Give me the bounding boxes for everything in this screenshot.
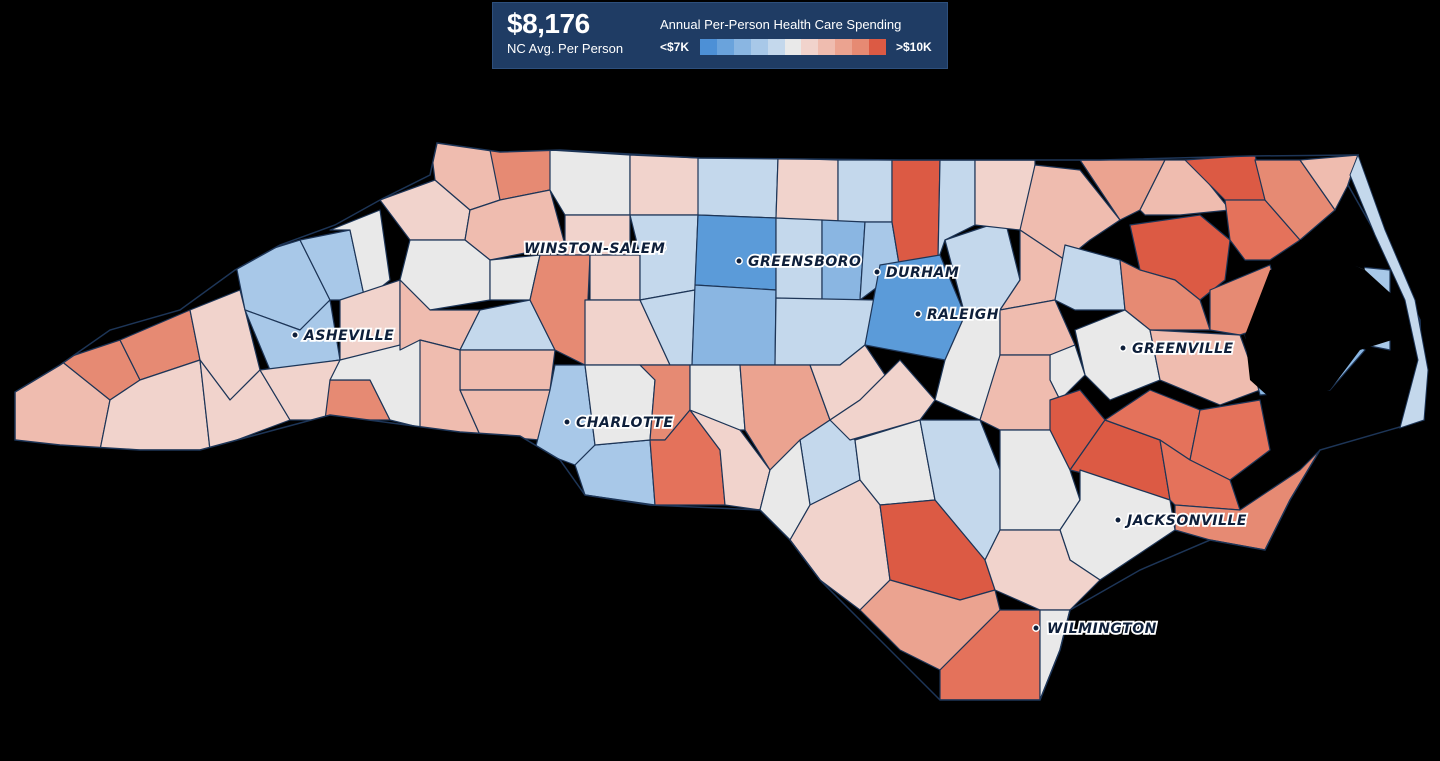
city-dot [1119, 344, 1127, 352]
city-dot [873, 268, 881, 276]
county [691, 284, 777, 366]
county [697, 157, 779, 219]
city-marker: CHARLOTTE [563, 413, 675, 433]
albemarle-sound [1290, 238, 1365, 270]
outer-banks [1349, 153, 1429, 429]
city-label: RALEIGH [927, 307, 999, 323]
county [984, 529, 1101, 611]
city-label: GREENVILLE [1132, 341, 1234, 357]
state-average-label: NC Avg. Per Person [507, 41, 624, 56]
city-marker: DURHAM [873, 263, 961, 283]
city-label: WILMINGTON [1047, 621, 1157, 637]
city-label: JACKSONVILLE [1124, 513, 1247, 529]
county [775, 157, 839, 223]
city-marker: RALEIGH [914, 305, 1000, 325]
city-marker: JACKSONVILLE [1114, 511, 1248, 531]
city-label: ASHEVILLE [303, 328, 394, 344]
county [694, 214, 777, 291]
county [999, 299, 1076, 356]
county [859, 579, 1001, 671]
city-label: DURHAM [886, 265, 959, 281]
county [1059, 469, 1176, 581]
city-marker: WILMINGTON [1032, 619, 1158, 639]
county-shapes [15, 143, 1391, 700]
legend-swatch [818, 39, 836, 55]
county [459, 349, 556, 391]
legend-swatch [767, 39, 785, 55]
county [829, 359, 936, 441]
legend-swatch [784, 39, 802, 55]
city-marker: GREENVILLE [1119, 339, 1235, 359]
legend-title: Annual Per-Person Health Care Spending [660, 17, 902, 32]
county [1254, 159, 1336, 241]
legend-swatch [716, 39, 734, 55]
county [629, 154, 701, 216]
legend-swatch [750, 39, 768, 55]
city-label: GREENSBORO [748, 254, 861, 270]
city-marker: ASHEVILLE [291, 326, 395, 346]
city-dot [291, 331, 299, 339]
legend-swatch [733, 39, 751, 55]
state-average-value: $8,176 [507, 8, 590, 39]
legend-swatch [801, 39, 819, 55]
pamlico-sound [1245, 255, 1398, 400]
legend-swatch [835, 39, 853, 55]
city-markers: WINSTON-SALEM GREENSBORO DURHAM RALEIGH ASHE… [291, 239, 1248, 639]
county [584, 364, 656, 446]
legend-swatch [869, 39, 886, 55]
county [1189, 399, 1271, 481]
city-dot [1114, 516, 1122, 524]
legend-min-label: <$7K [660, 40, 690, 54]
county [629, 214, 699, 301]
county [891, 159, 941, 271]
legend-max-label: >$10K [896, 40, 932, 54]
county [837, 159, 893, 223]
city-label: CHARLOTTE [576, 415, 673, 431]
summary-legend-panel: $8,176 NC Avg. Per Person Annual Per-Per… [492, 2, 948, 69]
county [589, 254, 641, 301]
city-dot [563, 418, 571, 426]
city-dot [914, 310, 922, 318]
city-dot [735, 257, 743, 265]
county [1149, 329, 1261, 406]
legend-swatch [700, 39, 717, 55]
city-dot [659, 244, 667, 252]
city-dot [1032, 624, 1040, 632]
county [1054, 244, 1126, 311]
legend-swatch [852, 39, 870, 55]
county [549, 149, 631, 216]
state-outline [14, 142, 1425, 701]
city-marker: WINSTON-SALEM [522, 239, 667, 259]
county [529, 254, 591, 366]
city-label: WINSTON-SALEM [524, 241, 665, 257]
legend-color-scale [700, 39, 886, 55]
county [689, 364, 746, 431]
city-marker: GREENSBORO [735, 252, 863, 272]
